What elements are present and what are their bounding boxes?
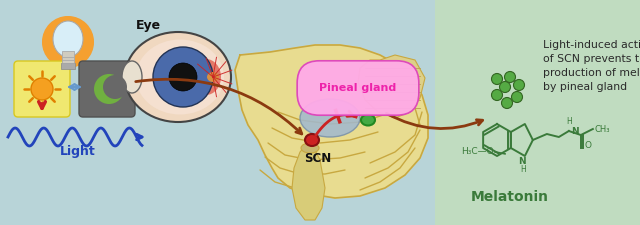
Text: N: N <box>518 158 525 166</box>
Circle shape <box>511 92 522 103</box>
Polygon shape <box>235 45 428 198</box>
Circle shape <box>513 79 525 90</box>
Circle shape <box>504 72 515 83</box>
Circle shape <box>169 63 197 91</box>
Ellipse shape <box>125 32 231 122</box>
Text: H₃C—O: H₃C—O <box>461 147 493 156</box>
Ellipse shape <box>122 61 142 93</box>
Ellipse shape <box>207 72 219 82</box>
Circle shape <box>42 16 94 68</box>
Circle shape <box>492 74 502 85</box>
Circle shape <box>502 97 513 108</box>
Polygon shape <box>292 140 325 220</box>
FancyBboxPatch shape <box>14 61 70 117</box>
Text: Melatonin: Melatonin <box>471 190 549 204</box>
Text: SCN: SCN <box>305 151 332 164</box>
Circle shape <box>153 47 213 107</box>
Ellipse shape <box>301 143 319 153</box>
Bar <box>62 51 74 65</box>
Bar <box>61 63 75 69</box>
Text: Eye: Eye <box>136 18 161 32</box>
Circle shape <box>46 20 90 64</box>
Text: N: N <box>571 126 579 135</box>
Circle shape <box>94 74 124 104</box>
Circle shape <box>42 16 94 68</box>
Text: O: O <box>585 140 592 149</box>
Circle shape <box>492 90 502 101</box>
Ellipse shape <box>136 40 224 115</box>
Circle shape <box>31 78 53 100</box>
Text: CH₃: CH₃ <box>595 124 611 133</box>
Circle shape <box>499 81 511 92</box>
Text: H: H <box>566 117 572 126</box>
FancyBboxPatch shape <box>79 61 135 117</box>
Text: Light: Light <box>60 146 96 158</box>
Ellipse shape <box>305 134 319 146</box>
Text: Light-induced activation
of SCN prevents the
production of melatonin
by pineal g: Light-induced activation of SCN prevents… <box>543 40 640 92</box>
Circle shape <box>103 75 127 99</box>
Ellipse shape <box>361 115 375 126</box>
Ellipse shape <box>53 21 83 57</box>
Polygon shape <box>358 55 425 118</box>
Ellipse shape <box>300 99 360 137</box>
Ellipse shape <box>191 59 221 95</box>
Text: H: H <box>520 164 525 173</box>
Bar <box>435 0 640 225</box>
Text: Pineal gland: Pineal gland <box>319 83 397 93</box>
